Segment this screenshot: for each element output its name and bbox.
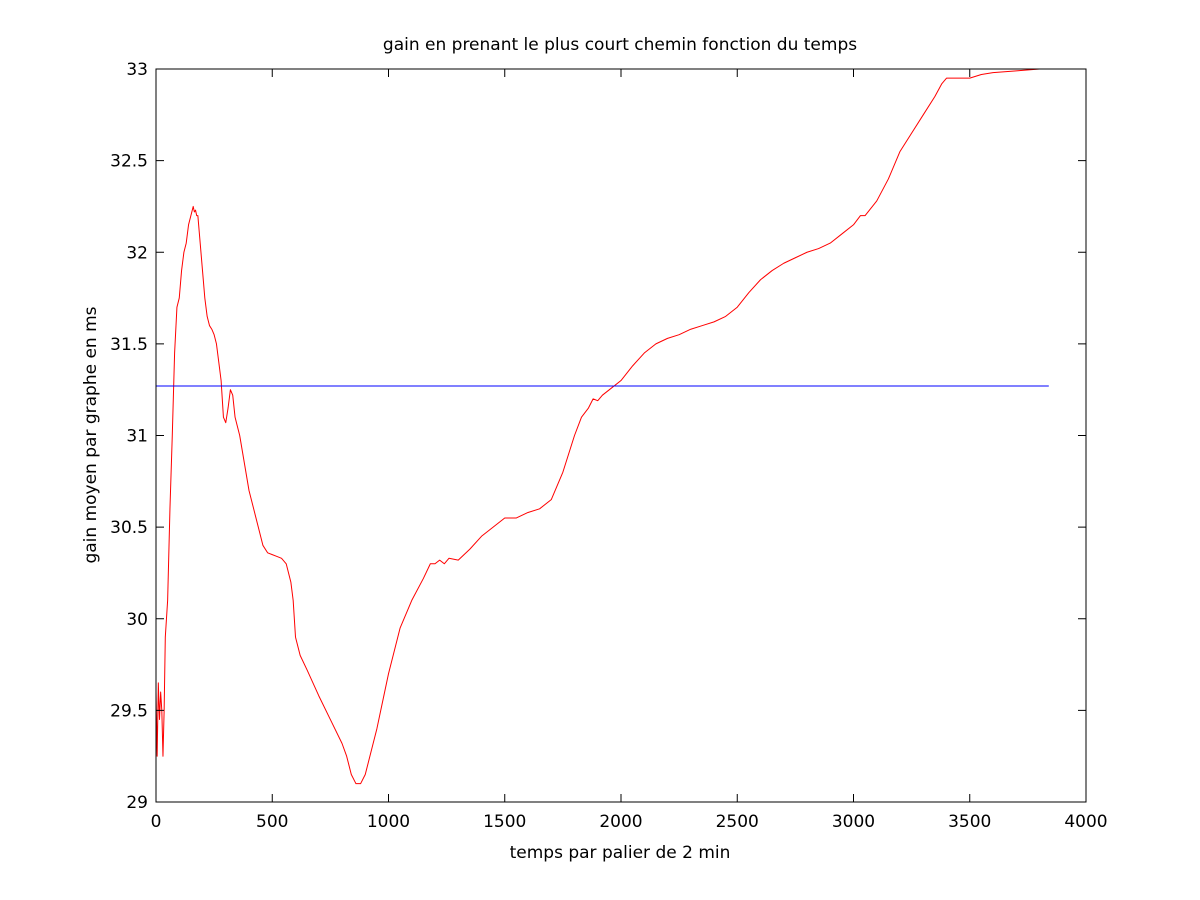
x-axis-label: temps par palier de 2 min <box>510 843 731 863</box>
y-tick-label: 32.5 <box>110 152 148 172</box>
x-tick-label: 2500 <box>716 812 759 832</box>
x-tick-label: 0 <box>151 812 162 832</box>
x-tick-label: 3500 <box>948 812 991 832</box>
x-tick-label: 3000 <box>832 812 875 832</box>
series-layer <box>155 68 1049 785</box>
x-tick-label: 1000 <box>367 812 410 832</box>
y-tick-label: 31.5 <box>110 335 148 355</box>
ticks-layer: 0 500 1000 1500 2000 2500 3000 3500 4000 29 29.5 30… <box>110 60 1107 832</box>
y-tick-label: 32 <box>126 243 148 263</box>
x-tick-label: 4000 <box>1064 812 1107 832</box>
y-tick-label: 31 <box>126 427 148 447</box>
x-tick-label: 500 <box>256 812 288 832</box>
y-tick-label: 30 <box>126 610 148 630</box>
x-tick-label: 2000 <box>599 812 642 832</box>
y-tick-label: 29.5 <box>110 701 148 721</box>
chart-title: gain en prenant le plus court chemin fon… <box>383 35 857 55</box>
y-axis-label: gain moyen par graphe en ms <box>81 306 101 563</box>
series-line-red <box>155 68 1049 785</box>
y-tick-label: 30.5 <box>110 518 148 538</box>
y-tick-label: 33 <box>126 60 148 80</box>
x-tick-label: 1500 <box>483 812 526 832</box>
y-tick-label: 29 <box>126 793 148 813</box>
